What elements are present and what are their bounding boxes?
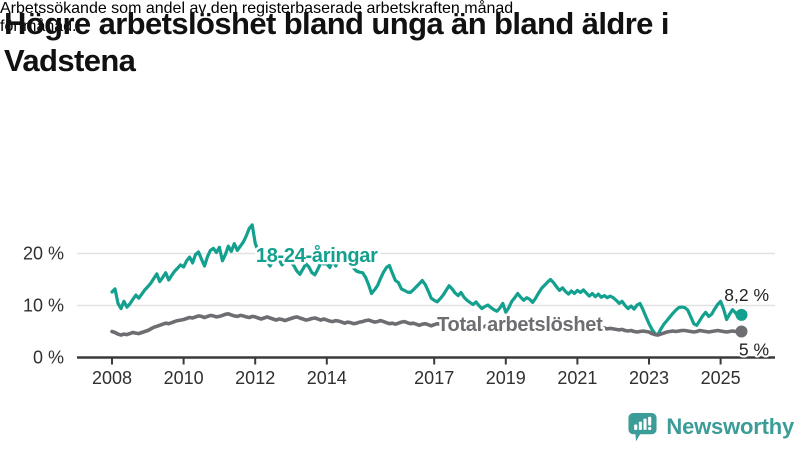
x-axis-tick-label: 2019: [486, 368, 526, 388]
page-title-line-1: Högre arbetslöshet bland unga än bland ä…: [4, 6, 669, 41]
page-title-line-2: Vadstena: [4, 43, 136, 78]
x-axis-tick-label: 2025: [701, 368, 741, 388]
series-end-dot-total: [735, 325, 748, 338]
x-axis-tick-label: 2012: [235, 368, 275, 388]
newsworthy-logo: Newsworthy: [627, 410, 794, 444]
speech-bubble-shape: [628, 412, 657, 441]
end-value-label-young: 8,2 %: [724, 285, 769, 305]
brand-name: Newsworthy: [666, 414, 794, 439]
x-axis-tick-label: 2008: [92, 368, 132, 388]
newsworthy-logo-icon: [628, 412, 657, 441]
chart-subtitle-line-2: för månad.: [0, 18, 77, 35]
x-axis-tick-label: 2021: [557, 368, 597, 388]
series-label-young: 18-24-åringar: [256, 244, 378, 267]
bar-chart-bar-2: [639, 421, 643, 430]
y-axis-tick-label: 10 %: [23, 296, 64, 316]
series-line-young: [110, 223, 744, 337]
x-axis-tick-label: 2010: [164, 368, 204, 388]
bar-chart-bar-3: [643, 418, 647, 430]
x-axis-tick-label: 2017: [414, 368, 454, 388]
end-value-label-total: 5 %: [739, 340, 769, 360]
y-axis-tick-label: 0 %: [33, 348, 64, 368]
y-axis-tick-label: 20 %: [23, 244, 64, 264]
x-axis-tick-label: 2014: [307, 368, 347, 388]
bar-chart-bar-1: [634, 423, 638, 430]
x-axis-tick-label: 2023: [629, 368, 669, 388]
series-end-dot-young: [735, 308, 748, 321]
page-title: Högre arbetslöshet bland unga än bland ä…: [4, 5, 792, 79]
series-label-total: Total arbetslöshet: [437, 314, 603, 336]
exclamation-bar: [648, 416, 652, 426]
exclamation-dot: [648, 426, 652, 430]
chart-subtitle-line-1: Arbetssökande som andel av den registerb…: [0, 0, 514, 17]
unemployment-line-chart: 0 % 10 % 20 % 2008 2010 2012 2014 2017 2019 2021 2…: [23, 223, 775, 388]
series-line-total: [110, 312, 744, 337]
